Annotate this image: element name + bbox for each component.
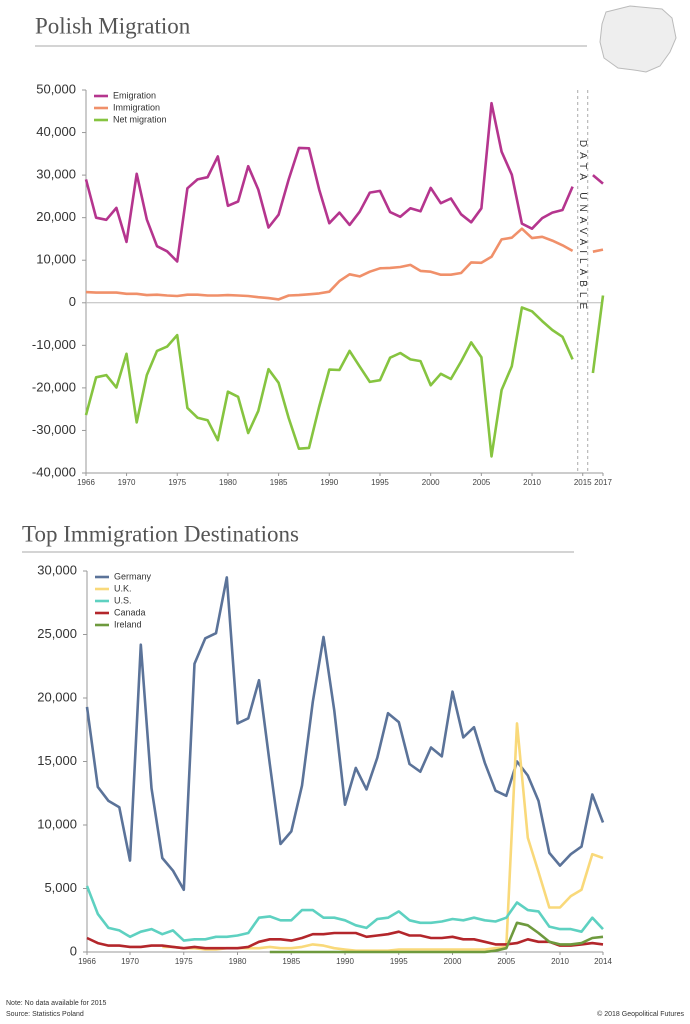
x-tick-label: 1966 bbox=[78, 957, 96, 966]
x-tick-label: 1975 bbox=[168, 478, 186, 487]
x-tick-label: 1980 bbox=[229, 957, 247, 966]
y-tick-label: -10,000 bbox=[32, 337, 76, 352]
y-tick-label: -40,000 bbox=[32, 464, 76, 479]
x-tick-label: 1975 bbox=[175, 957, 193, 966]
series-line bbox=[85, 576, 605, 892]
y-tick-label: 20,000 bbox=[37, 689, 77, 704]
chart-title: Top Immigration Destinations bbox=[22, 521, 299, 546]
series-line bbox=[84, 101, 604, 263]
x-tick-label: 1985 bbox=[282, 957, 300, 966]
x-tick-label: 2005 bbox=[472, 478, 490, 487]
legend-label: Germany bbox=[114, 571, 152, 581]
series-line bbox=[269, 921, 604, 954]
series-line bbox=[86, 930, 604, 950]
legend-label: Emigration bbox=[113, 90, 156, 100]
x-tick-label: 1990 bbox=[320, 478, 338, 487]
y-tick-label: 40,000 bbox=[36, 124, 76, 139]
y-tick-label: 0 bbox=[69, 294, 76, 309]
x-tick-label: 1995 bbox=[371, 478, 389, 487]
x-tick-label: 2017 bbox=[594, 478, 612, 487]
credit: © 2018 Geopolitical Futures bbox=[597, 1010, 684, 1018]
y-tick-label: 25,000 bbox=[37, 626, 77, 641]
legend-label: Net migration bbox=[113, 114, 167, 124]
legend-label: Ireland bbox=[114, 619, 142, 629]
note: Note: No data available for 2015 bbox=[6, 1000, 107, 1007]
series-line bbox=[84, 295, 605, 458]
x-tick-label: 1966 bbox=[77, 478, 95, 487]
annotation: DATA UNAVAILABLE bbox=[577, 140, 588, 314]
legend-label: U.S. bbox=[114, 595, 132, 605]
x-tick-label: 1980 bbox=[219, 478, 237, 487]
y-tick-label: 5,000 bbox=[44, 880, 77, 895]
y-tick-label: 20,000 bbox=[36, 209, 76, 224]
x-tick-label: 2010 bbox=[523, 478, 541, 487]
legend-label: U.K. bbox=[114, 583, 132, 593]
chart-title: Polish Migration bbox=[35, 13, 191, 38]
source: Source: Statistics Poland bbox=[6, 1011, 84, 1018]
x-tick-label: 1990 bbox=[336, 957, 354, 966]
series-line bbox=[85, 227, 604, 301]
x-tick-label: 2014 bbox=[594, 957, 612, 966]
y-tick-label: 15,000 bbox=[37, 753, 77, 768]
x-tick-label: 1970 bbox=[121, 957, 139, 966]
x-tick-label: 1970 bbox=[118, 478, 136, 487]
y-tick-label: 30,000 bbox=[37, 562, 77, 577]
x-tick-label: 2000 bbox=[444, 957, 462, 966]
y-tick-label: 0 bbox=[70, 943, 77, 958]
y-tick-label: 10,000 bbox=[37, 816, 77, 831]
series-line bbox=[85, 885, 604, 942]
y-tick-label: -20,000 bbox=[32, 379, 76, 394]
x-tick-label: 2015 bbox=[574, 478, 592, 487]
x-tick-label: 1985 bbox=[270, 478, 288, 487]
x-tick-label: 2010 bbox=[551, 957, 569, 966]
x-tick-label: 2000 bbox=[422, 478, 440, 487]
legend-label: Canada bbox=[114, 607, 146, 617]
poland-map bbox=[599, 5, 677, 73]
x-tick-label: 1995 bbox=[390, 957, 408, 966]
x-tick-label: 2005 bbox=[497, 957, 515, 966]
y-tick-label: -30,000 bbox=[32, 422, 76, 437]
y-tick-label: 30,000 bbox=[36, 167, 76, 182]
legend-label: Immigration bbox=[113, 102, 160, 112]
y-tick-label: 10,000 bbox=[36, 252, 76, 267]
y-tick-label: 50,000 bbox=[36, 81, 76, 96]
